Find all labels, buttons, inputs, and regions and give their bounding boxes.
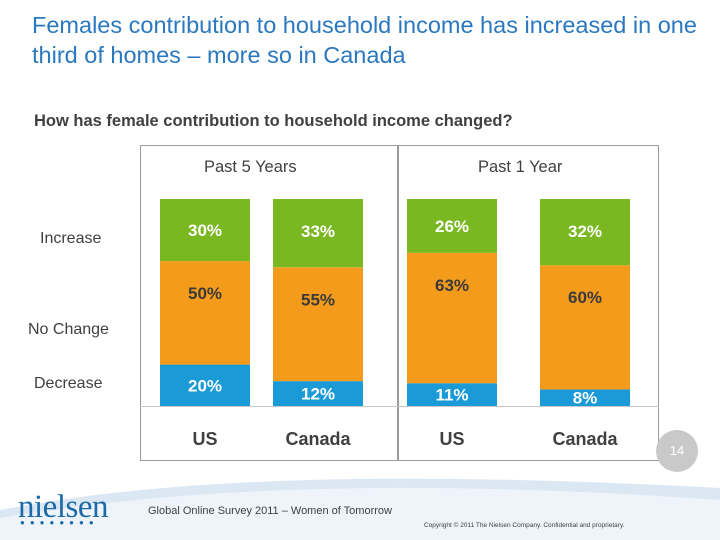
value-label-increase-2: 33% — [301, 222, 335, 241]
value-label-increase-4: 32% — [568, 222, 602, 241]
bar-decrease-2 — [273, 381, 363, 406]
bar-no-change-1 — [160, 261, 250, 365]
bar-decrease-3 — [407, 383, 497, 406]
period-label-past-5-years: Past 5 Years — [204, 158, 297, 176]
bar-increase-2 — [273, 199, 363, 268]
value-label-decrease-3: 11% — [435, 386, 468, 405]
period-divider — [397, 145, 399, 461]
value-label-decrease-2: 12% — [301, 385, 335, 404]
category-label-2: Canada — [285, 429, 351, 449]
category-label-4: Canada — [552, 429, 618, 449]
category-label-1: US — [192, 429, 217, 449]
chart-question: How has female contribution to household… — [34, 112, 513, 130]
chart-baseline — [140, 406, 659, 407]
bar-increase-3 — [407, 199, 497, 253]
row-label-no-change: No Change — [28, 321, 109, 338]
source-note: Global Online Survey 2011 – Women of Tom… — [148, 505, 392, 517]
category-label-3: US — [439, 429, 464, 449]
value-label-decrease-1: 20% — [188, 376, 222, 395]
period-label-past-1-year: Past 1 Year — [478, 158, 563, 176]
value-label-increase-3: 26% — [435, 217, 469, 236]
value-label-decrease-4: 8% — [573, 389, 598, 408]
chart-frame — [140, 145, 659, 461]
page-number-badge: 14 — [656, 430, 698, 472]
value-label-no-change-4: 60% — [568, 288, 602, 307]
bar-increase-1 — [160, 199, 250, 262]
value-label-no-change-3: 63% — [435, 276, 469, 295]
bar-no-change-2 — [273, 267, 363, 382]
slide-title: Females contribution to household income… — [32, 12, 697, 68]
bar-decrease-1 — [160, 364, 250, 406]
row-label-increase: Increase — [40, 230, 102, 247]
footer-wave — [0, 478, 720, 540]
bar-no-change-4 — [540, 265, 630, 390]
bar-increase-4 — [540, 199, 630, 266]
bar-no-change-3 — [407, 252, 497, 384]
nielsen-logo: nielsen — [18, 489, 108, 525]
value-label-increase-1: 30% — [188, 221, 222, 240]
value-label-no-change-1: 50% — [188, 284, 222, 303]
row-label-decrease: Decrease — [34, 375, 103, 392]
logo-dots: ●●●●●●●● — [20, 518, 99, 527]
bar-decrease-4 — [540, 389, 630, 406]
copyright-note: Copyright © 2011 The Nielsen Company. Co… — [424, 522, 625, 529]
value-label-no-change-2: 55% — [301, 290, 335, 309]
